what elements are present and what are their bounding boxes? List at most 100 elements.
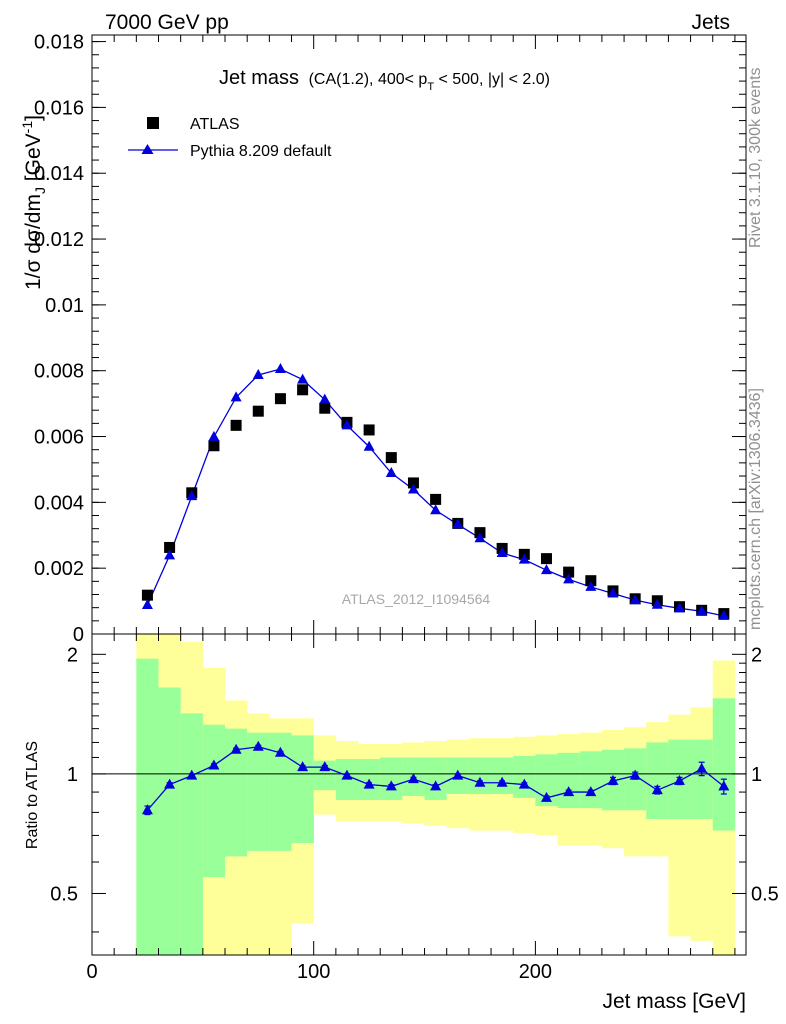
pythia-point — [297, 373, 309, 384]
pythia-point — [718, 609, 730, 620]
pythia-point — [607, 587, 619, 598]
legend-atlas-marker — [147, 117, 159, 129]
pythia-point — [518, 553, 530, 564]
pythia-point — [164, 549, 176, 560]
main-y-tick-label: 0.012 — [34, 229, 84, 251]
x-tick-label: 0 — [86, 961, 97, 983]
ratio-pythia-point — [274, 746, 286, 757]
ratio-y-tick-label-right: 2 — [751, 644, 762, 666]
ylabel-base: 1/σ dσ/dm — [22, 194, 45, 290]
ratio-band-inner — [557, 752, 581, 809]
ratio-y-tick-label-right: 0.5 — [751, 883, 779, 905]
ratio-pythia-point — [297, 761, 309, 772]
main-y-tick-label: 0.008 — [34, 361, 84, 383]
atlas-point — [319, 402, 331, 414]
pythia-point — [673, 602, 685, 613]
pythia-curve — [146, 368, 724, 617]
pythia-point — [385, 467, 397, 478]
atlas-point — [563, 566, 575, 578]
ratio-pythia-point — [407, 773, 419, 784]
ratio-band-inner — [690, 739, 714, 819]
title-main: Jet mass — [219, 67, 299, 89]
ratio-pythia-point — [518, 778, 530, 789]
atlas-point — [363, 424, 375, 436]
ratio-band-inner — [712, 698, 736, 831]
pythia-point — [629, 594, 641, 605]
ratio-band-inner — [225, 728, 248, 857]
legend-pythia-label: Pythia 8.209 default — [190, 143, 332, 160]
analysis-watermark: ATLAS_2012_I1094564 — [342, 591, 491, 607]
ratio-plot-ylabel: Ratio to ATLAS — [24, 741, 41, 849]
ylabel-sup: -1 — [19, 121, 35, 134]
atlas-point — [164, 541, 176, 553]
pythia-point — [252, 368, 264, 379]
ratio-band-inner — [491, 757, 514, 794]
ratio-pythia-point — [585, 786, 597, 797]
ratio-pythia-point — [540, 791, 552, 802]
ratio-pythia-point — [718, 780, 730, 791]
ratio-band-inner — [513, 755, 536, 798]
main-y-tick-label: 0.018 — [34, 32, 84, 54]
pythia-point — [319, 393, 331, 404]
ratio-band-inner — [269, 732, 292, 851]
pythia-point — [563, 573, 575, 584]
atlas-point — [274, 393, 286, 405]
atlas-point — [230, 419, 242, 431]
pythia-point — [496, 547, 508, 558]
ratio-pythia-point — [252, 740, 264, 751]
main-y-tick-label: 0.014 — [34, 163, 84, 185]
ratio-band-inner — [579, 751, 603, 809]
pythia-point — [651, 598, 663, 609]
ratio-plot-series — [141, 740, 730, 816]
atlas-point — [585, 575, 597, 587]
main-plot-ylabel: 1/σ dσ/dmJ [GeV-1] — [19, 115, 48, 290]
atlas-point — [252, 405, 264, 417]
legend-pythia-marker — [141, 144, 154, 154]
pythia-point — [430, 504, 442, 515]
title-detail-suffix: < 500, |y| < 2.0) — [434, 71, 550, 88]
pythia-point — [230, 391, 242, 402]
atlas-point — [297, 384, 309, 396]
atlas-point — [141, 589, 153, 601]
ratio-plot-area: 0.5 0.5 1 1 2 2 0 100 200 — [50, 633, 779, 983]
pythia-point — [363, 440, 375, 451]
atlas-point — [385, 452, 397, 464]
ratio-pythia-point — [208, 759, 220, 770]
ratio-band-inner — [202, 724, 226, 878]
ylabel-unit: [GeV — [22, 133, 45, 187]
pythia-point — [274, 363, 286, 374]
ratio-pythia-point — [230, 743, 242, 754]
x-tick-label: 200 — [519, 961, 552, 983]
ratio-pythia-point — [385, 780, 397, 791]
ratio-band-inner — [158, 687, 181, 955]
ratio-band-inner — [424, 757, 448, 800]
ratio-pythia-point — [673, 774, 685, 785]
pythia-point — [585, 580, 597, 591]
ylabel-sub: J — [32, 187, 48, 194]
pythia-point — [474, 532, 486, 543]
ratio-pythia-point — [452, 769, 464, 780]
ratio-pythia-point — [607, 774, 619, 785]
ratio-y-tick-label: 1 — [67, 764, 78, 786]
ratio-plot-xlabel: Jet mass [GeV] — [602, 990, 746, 1013]
main-plot-title: Jet mass (CA(1.2), 400< pT < 500, |y| < … — [219, 67, 550, 93]
legend: ATLAS Pythia 8.209 default — [128, 116, 332, 160]
ratio-pythia-point — [430, 780, 442, 791]
pythia-point — [341, 419, 353, 430]
title-detail-sub: T — [427, 81, 434, 93]
ratio-pythia-point — [186, 769, 198, 780]
title-detail-prefix: (CA(1.2), 400< p — [309, 71, 428, 88]
pythia-point — [208, 430, 220, 441]
atlas-point — [208, 440, 220, 452]
main-plot-area: 0 0.002 0.004 0.006 0.008 0.01 0.012 0.014 0.016… — [34, 32, 747, 646]
ratio-pythia-point — [363, 778, 375, 789]
main-y-tick-label: 0.016 — [34, 97, 84, 119]
ratio-pythia-point — [629, 769, 641, 780]
ratio-band-inner — [247, 732, 270, 851]
pythia-point — [540, 564, 552, 575]
ratio-pythia-point — [474, 776, 486, 787]
ratio-band-inner — [313, 760, 337, 791]
mcplots-source-label: mcplots.cern.ch [arXiv:1306.3436] — [747, 388, 764, 630]
main-y-tick-label: 0 — [73, 624, 84, 646]
